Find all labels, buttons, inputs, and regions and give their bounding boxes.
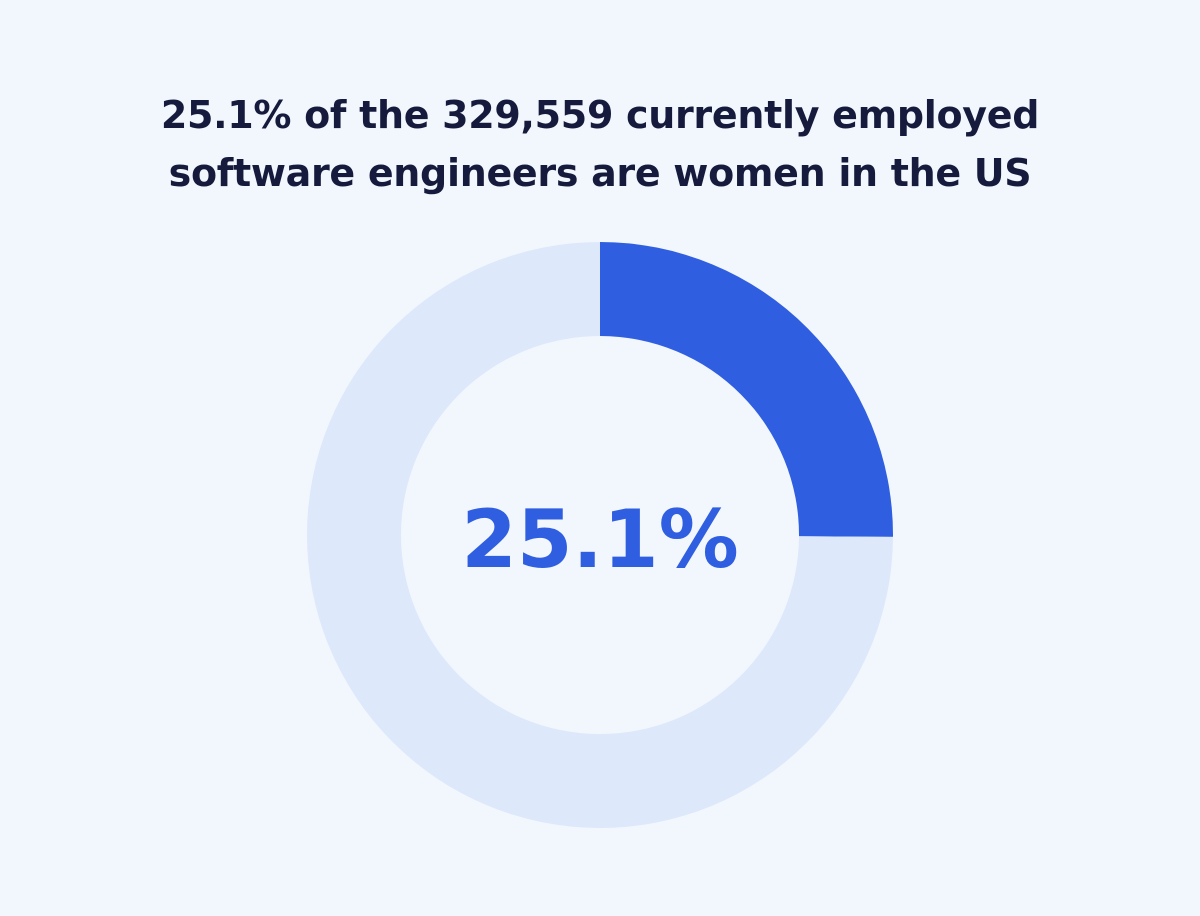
center-percentage-label: 25.1% (461, 493, 739, 586)
chart-title-line-2: software engineers are women in the US (168, 151, 1032, 195)
chart-title-line-1: 25.1% of the 329,559 currently employed (160, 93, 1040, 137)
donut-slice-women (600, 242, 893, 537)
chart-title: 25.1% of the 329,559 currently employed … (0, 86, 1200, 202)
donut-slice-remainder (306, 242, 893, 829)
donut-slices (306, 242, 893, 829)
